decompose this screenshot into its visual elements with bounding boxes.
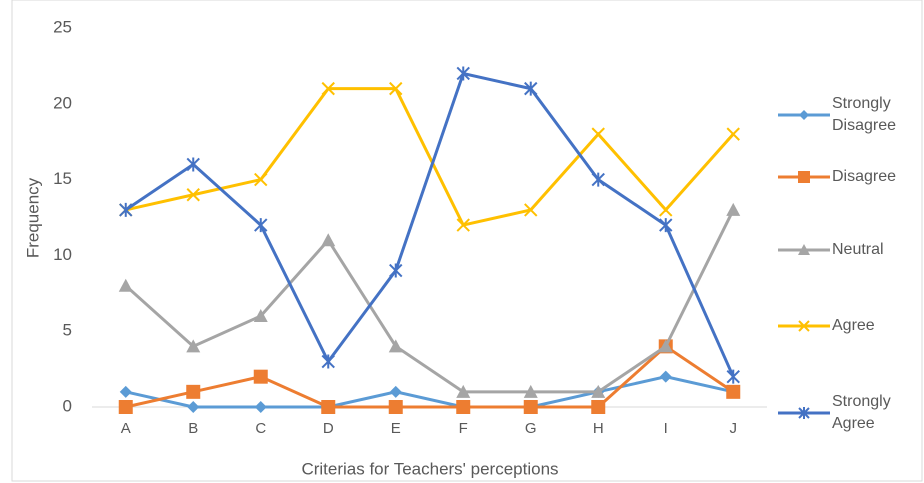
- marker: [119, 202, 133, 217]
- marker: [456, 384, 471, 398]
- marker: [118, 400, 133, 414]
- y-axis-label: Frequency: [23, 177, 42, 258]
- legend-item: Agree: [776, 304, 922, 348]
- marker: [118, 278, 133, 292]
- legend-item: Neutral: [776, 228, 922, 272]
- marker: [186, 339, 201, 353]
- legend-label: Strongly Agree: [832, 393, 891, 432]
- series-line: [124, 71, 735, 378]
- series-line: [125, 344, 735, 409]
- marker: [659, 370, 672, 383]
- marker: [726, 369, 740, 384]
- legend-item: Strongly Agree: [776, 391, 922, 435]
- x-tick-label: E: [391, 420, 401, 437]
- marker: [591, 400, 606, 414]
- marker: [799, 110, 809, 120]
- marker: [659, 203, 673, 217]
- legend-swatch: [778, 320, 830, 332]
- x-tick-label: I: [664, 420, 668, 437]
- x-tick-label: C: [255, 420, 266, 437]
- series-line: [124, 209, 735, 394]
- marker: [253, 309, 268, 323]
- x-tick-label: D: [323, 420, 334, 437]
- marker: [726, 202, 741, 216]
- legend-swatch: [778, 244, 830, 255]
- marker: [389, 81, 403, 96]
- marker: [321, 354, 335, 369]
- marker: [659, 218, 673, 233]
- marker: [186, 157, 200, 172]
- legend-label: Agree: [832, 317, 875, 334]
- marker: [321, 233, 336, 247]
- marker: [798, 171, 810, 183]
- marker: [389, 385, 402, 398]
- x-tick-label: B: [188, 420, 198, 437]
- legend-label: Disagree: [832, 168, 897, 185]
- series-line: [125, 375, 734, 409]
- y-tick-label: 15: [53, 169, 72, 188]
- marker: [523, 384, 538, 398]
- legend-item: Strongly Disagree: [776, 93, 922, 137]
- chart-border: [11, 0, 923, 482]
- marker: [187, 401, 200, 413]
- marker: [798, 244, 810, 255]
- marker: [591, 172, 605, 187]
- marker: [119, 385, 132, 398]
- marker: [591, 127, 605, 141]
- legend-swatch: [778, 407, 830, 419]
- marker: [591, 384, 606, 398]
- marker: [523, 400, 538, 414]
- x-tick-label: J: [730, 420, 738, 437]
- y-tick-label: 0: [63, 396, 72, 415]
- x-tick-label: H: [593, 420, 604, 437]
- x-axis-label: Criterias for Teachers' perceptions: [301, 459, 558, 478]
- marker: [388, 400, 403, 414]
- marker: [726, 384, 741, 399]
- marker: [456, 218, 470, 232]
- marker: [186, 384, 201, 399]
- marker: [254, 172, 268, 187]
- x-tick-label: F: [459, 420, 468, 437]
- marker: [726, 127, 740, 141]
- marker: [186, 188, 200, 202]
- marker: [253, 369, 268, 384]
- marker: [798, 407, 810, 419]
- series-line: [125, 87, 735, 227]
- marker: [254, 401, 267, 413]
- marker: [254, 218, 268, 233]
- y-tick-label: 20: [53, 93, 72, 112]
- legend-label: Strongly Disagree: [832, 95, 897, 134]
- marker: [321, 400, 336, 414]
- marker: [389, 263, 403, 278]
- x-tick-label: A: [121, 420, 131, 437]
- marker: [388, 339, 403, 353]
- marker: [456, 66, 470, 81]
- marker: [321, 81, 335, 96]
- x-tick-label: G: [525, 420, 537, 437]
- marker: [456, 400, 471, 414]
- marker: [524, 81, 538, 96]
- legend-swatch: [778, 110, 830, 120]
- legend-swatch: [778, 171, 830, 183]
- legend-label: Neutral: [832, 241, 884, 258]
- marker: [658, 339, 673, 353]
- y-tick-label: 10: [53, 245, 72, 264]
- marker: [798, 320, 810, 332]
- legend-item: Disagree: [776, 155, 922, 199]
- y-tick-label: 5: [63, 321, 72, 340]
- y-tick-label: 25: [53, 17, 72, 36]
- marker: [524, 203, 538, 217]
